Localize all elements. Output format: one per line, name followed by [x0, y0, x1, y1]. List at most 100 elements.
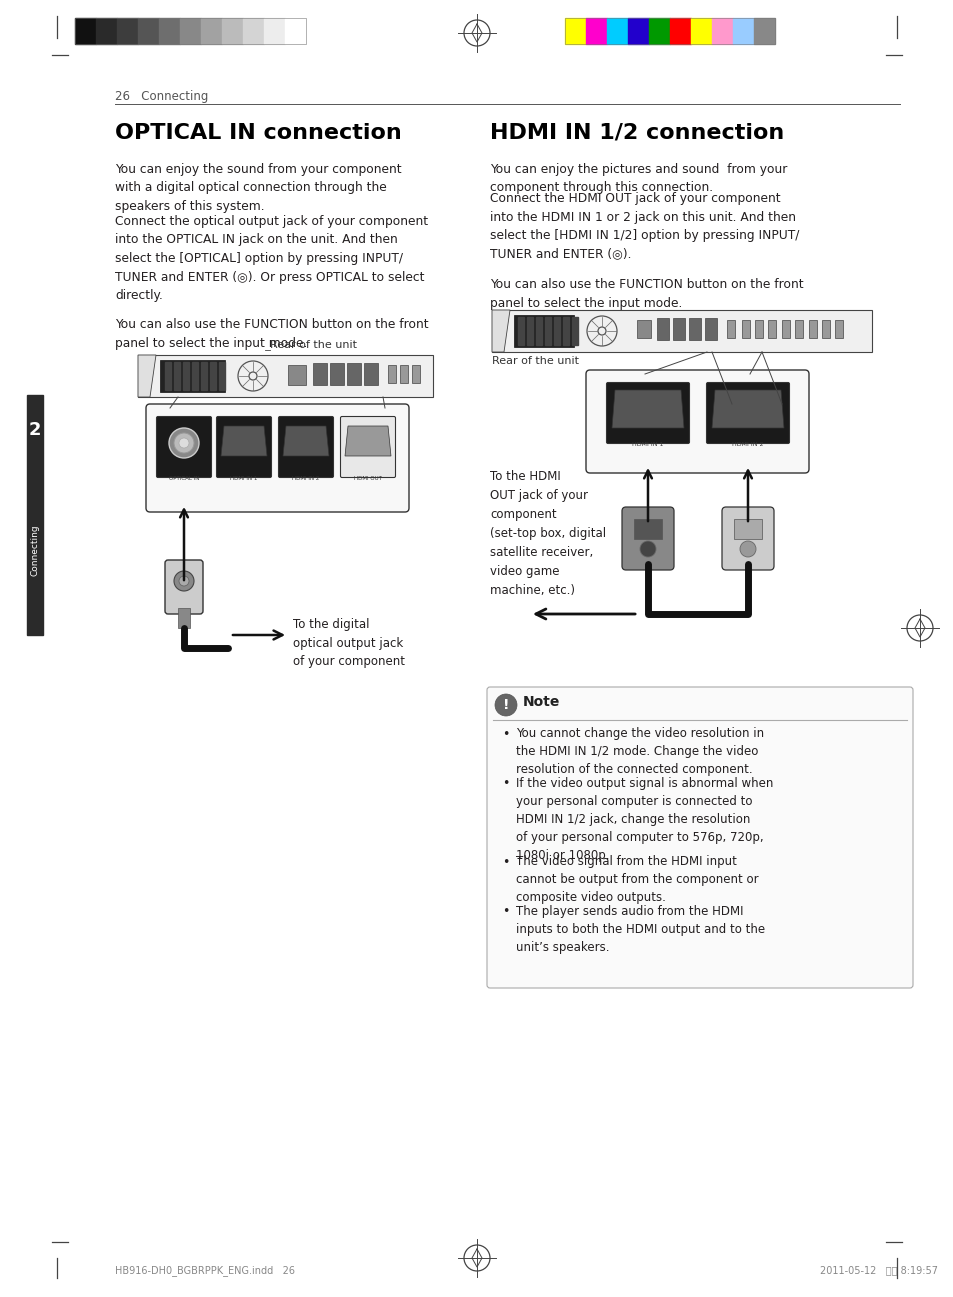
FancyBboxPatch shape: [165, 560, 203, 613]
Bar: [564, 18, 585, 44]
FancyBboxPatch shape: [156, 416, 212, 477]
Bar: [606, 18, 627, 44]
FancyBboxPatch shape: [606, 383, 689, 444]
Bar: [554, 316, 559, 345]
Bar: [183, 362, 189, 390]
FancyBboxPatch shape: [585, 370, 808, 473]
Bar: [562, 316, 568, 345]
Bar: [517, 316, 523, 345]
Text: OPTICAL IN connection: OPTICAL IN connection: [115, 123, 401, 143]
Text: Connecting: Connecting: [30, 524, 39, 576]
Bar: [572, 316, 578, 345]
Bar: [75, 18, 306, 44]
Bar: [313, 363, 327, 385]
Bar: [173, 362, 180, 390]
Bar: [741, 320, 749, 339]
Bar: [767, 320, 775, 339]
Polygon shape: [138, 355, 156, 397]
Bar: [704, 318, 717, 340]
Bar: [733, 519, 761, 540]
Bar: [585, 18, 606, 44]
Bar: [138, 18, 159, 44]
Text: HDMI IN 1: HDMI IN 1: [230, 476, 257, 481]
Bar: [285, 18, 306, 44]
Text: !: !: [502, 698, 509, 712]
Text: To the digital
optical output jack
of your component: To the digital optical output jack of yo…: [293, 617, 405, 668]
Text: You can enjoy the pictures and sound  from your
component through this connectio: You can enjoy the pictures and sound fro…: [490, 163, 786, 195]
Bar: [834, 320, 842, 339]
FancyBboxPatch shape: [216, 416, 272, 477]
Bar: [160, 361, 225, 392]
Bar: [808, 320, 816, 339]
Text: •: •: [501, 777, 509, 790]
Bar: [753, 18, 774, 44]
Bar: [690, 18, 711, 44]
Bar: [388, 364, 395, 383]
FancyBboxPatch shape: [146, 403, 409, 512]
Bar: [27, 396, 43, 636]
Text: The player sends audio from the HDMI
inputs to both the HDMI output and to the
u: The player sends audio from the HDMI inp…: [516, 904, 764, 953]
Text: •: •: [501, 728, 509, 741]
Bar: [330, 363, 344, 385]
Bar: [264, 18, 285, 44]
Bar: [347, 363, 360, 385]
Bar: [821, 320, 829, 339]
Bar: [201, 18, 222, 44]
Bar: [288, 364, 306, 385]
Polygon shape: [711, 390, 783, 428]
Polygon shape: [283, 425, 329, 457]
Bar: [192, 362, 198, 390]
Text: Connect the optical output jack of your component
into the OPTICAL IN jack on th: Connect the optical output jack of your …: [115, 215, 428, 302]
Bar: [781, 320, 789, 339]
Bar: [544, 316, 551, 345]
Polygon shape: [345, 425, 391, 457]
Circle shape: [639, 541, 656, 556]
Circle shape: [169, 428, 199, 458]
Circle shape: [173, 433, 193, 453]
Bar: [399, 364, 408, 383]
Bar: [412, 364, 419, 383]
Text: HDMI OUT: HDMI OUT: [354, 476, 381, 481]
Text: You can also use the FUNCTION button on the front
panel to select the input mode: You can also use the FUNCTION button on …: [115, 318, 428, 349]
FancyBboxPatch shape: [138, 355, 433, 397]
Text: If the video output signal is abnormal when
your personal computer is connected : If the video output signal is abnormal w…: [516, 777, 773, 861]
Bar: [688, 318, 700, 340]
Bar: [564, 18, 774, 44]
Bar: [514, 315, 574, 348]
Bar: [754, 320, 762, 339]
Bar: [648, 18, 669, 44]
Bar: [96, 18, 117, 44]
Text: The video signal from the HDMI input
cannot be output from the component or
comp: The video signal from the HDMI input can…: [516, 855, 758, 904]
Bar: [222, 18, 243, 44]
FancyBboxPatch shape: [486, 687, 912, 988]
FancyBboxPatch shape: [278, 416, 334, 477]
Circle shape: [179, 576, 189, 586]
Bar: [210, 362, 215, 390]
Bar: [165, 362, 171, 390]
Text: •: •: [501, 905, 509, 918]
Bar: [634, 519, 661, 540]
Text: •: •: [501, 856, 509, 869]
Bar: [726, 320, 734, 339]
FancyBboxPatch shape: [706, 383, 789, 444]
Bar: [794, 320, 802, 339]
Bar: [178, 608, 190, 628]
Text: HDMI IN 1/2 connection: HDMI IN 1/2 connection: [490, 123, 783, 143]
Polygon shape: [612, 390, 683, 428]
Bar: [180, 18, 201, 44]
Text: Note: Note: [522, 695, 559, 709]
FancyBboxPatch shape: [340, 416, 395, 477]
Bar: [669, 18, 690, 44]
Circle shape: [740, 541, 755, 556]
Circle shape: [173, 571, 193, 591]
Bar: [364, 363, 377, 385]
Bar: [219, 362, 225, 390]
Text: HDMI IN 2: HDMI IN 2: [732, 442, 763, 447]
Text: 2011-05-12   오전 8:19:57: 2011-05-12 오전 8:19:57: [820, 1265, 937, 1275]
FancyBboxPatch shape: [721, 507, 773, 569]
Text: You can enjoy the sound from your component
with a digital optical connection th: You can enjoy the sound from your compon…: [115, 163, 401, 213]
Polygon shape: [492, 310, 510, 351]
Bar: [243, 18, 264, 44]
Text: You cannot change the video resolution in
the HDMI IN 1/2 mode. Change the video: You cannot change the video resolution i…: [516, 728, 763, 776]
Text: To the HDMI
OUT jack of your
component
(set-top box, digital
satellite receiver,: To the HDMI OUT jack of your component (…: [490, 470, 605, 597]
